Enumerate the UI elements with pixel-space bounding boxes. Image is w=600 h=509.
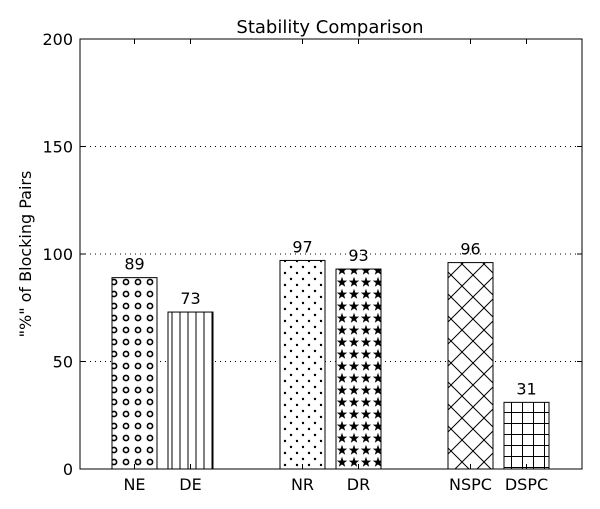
data-label: 97 bbox=[292, 237, 312, 256]
x-tick-label: DSPC bbox=[505, 475, 548, 494]
y-axis-ticks: 0 50 100 150 200 bbox=[42, 30, 582, 479]
bar-nr bbox=[279, 259, 326, 470]
y-tick-label: 50 bbox=[53, 353, 73, 372]
y-tick-label: 100 bbox=[42, 245, 73, 264]
x-tick-label: DR bbox=[347, 475, 370, 494]
x-tick-label: NR bbox=[291, 475, 314, 494]
bar-dspc bbox=[503, 401, 550, 470]
data-label: 96 bbox=[460, 240, 480, 259]
data-labels: 89 73 97 93 96 31 bbox=[124, 237, 536, 398]
data-label: 31 bbox=[516, 379, 536, 398]
bars bbox=[111, 259, 550, 470]
x-tick-label: NSPC bbox=[449, 475, 492, 494]
bar-de bbox=[167, 311, 214, 470]
data-label: 93 bbox=[348, 246, 368, 265]
x-tick-label: NE bbox=[123, 475, 145, 494]
bar-nspc bbox=[447, 262, 494, 470]
gridlines bbox=[80, 146, 582, 362]
y-tick-label: 150 bbox=[42, 138, 73, 157]
y-axis-label: "%" of Blocking Pairs bbox=[16, 171, 35, 338]
data-label: 89 bbox=[124, 255, 144, 274]
y-tick-label: 200 bbox=[42, 30, 73, 49]
y-tick-label: 0 bbox=[63, 460, 73, 479]
data-label: 73 bbox=[180, 289, 200, 308]
x-tick-label: DE bbox=[179, 475, 201, 494]
x-axis-ticks: NE DE NR DR NSPC DSPC bbox=[123, 39, 548, 494]
bar-dr bbox=[335, 268, 382, 470]
chart-title: Stability Comparison bbox=[236, 17, 423, 38]
bar-ne bbox=[111, 277, 158, 470]
